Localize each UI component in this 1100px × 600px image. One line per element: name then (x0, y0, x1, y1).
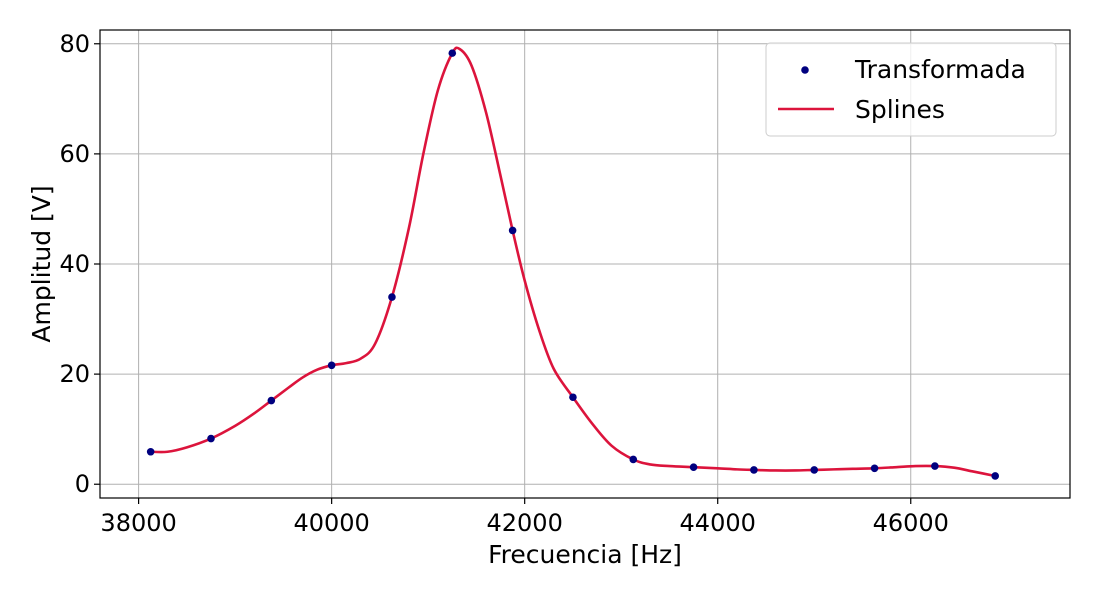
transformada-point (327, 361, 336, 370)
axis-ticks: 38000 40000 42000 44000 46000 0 20 40 60 80 (59, 30, 948, 537)
transformada-point (991, 472, 999, 480)
transformada-point (750, 466, 758, 474)
y-axis-label: Amplitud [V] (27, 185, 56, 342)
transformada-point (870, 464, 879, 473)
transformada-point (508, 226, 517, 235)
transformada-point (448, 49, 457, 57)
transformada-point (931, 462, 939, 470)
y-tick-label: 80 (59, 30, 90, 58)
plot-area (146, 46, 999, 480)
transformada-point (629, 455, 638, 464)
y-tick-label: 0 (75, 470, 90, 498)
y-tick-label: 40 (59, 250, 90, 278)
transformada-point (267, 396, 276, 405)
legend-box (765, 42, 1057, 137)
y-tick-label: 60 (59, 140, 90, 168)
x-tick-label: 40000 (293, 509, 369, 537)
x-axis-label: Frecuencia [Hz] (488, 540, 682, 569)
legend-label-transformada: Transformada (854, 55, 1026, 84)
legend-marker-transformada (801, 66, 809, 74)
transformada-point (207, 434, 215, 443)
transformada-point (810, 466, 819, 474)
x-tick-label: 46000 (873, 509, 949, 537)
x-tick-label: 38000 (100, 509, 176, 537)
legend: Transformada Splines (765, 42, 1057, 137)
transformada-point (388, 293, 396, 301)
y-tick-label: 20 (59, 360, 90, 388)
x-tick-label: 44000 (680, 509, 756, 537)
x-tick-label: 42000 (486, 509, 562, 537)
transformada-point (689, 463, 698, 471)
splines-line (150, 46, 996, 478)
transformada-point (569, 393, 577, 402)
transformada-point (146, 447, 155, 456)
legend-label-splines: Splines (855, 95, 945, 124)
